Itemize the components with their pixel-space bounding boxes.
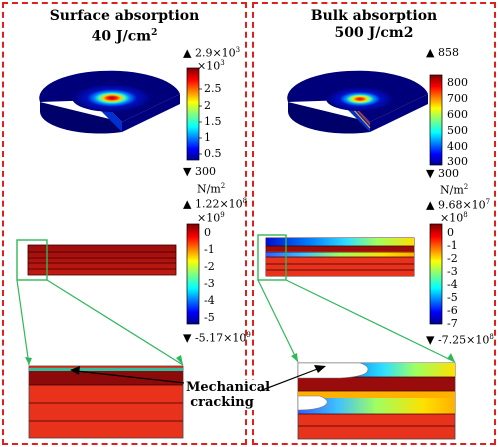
right-title: Bulk absorption 500 J/cm2	[310, 8, 438, 41]
right-stress-tick: -4	[447, 278, 458, 291]
left-temp-tick: 2	[204, 99, 211, 112]
right-stress-tick: 0	[447, 226, 454, 239]
right-zoom-indicator	[257, 234, 456, 363]
right-temperature-colorbar	[429, 74, 443, 166]
right-stress-scale: ×108	[440, 211, 468, 225]
left-stress-tick: -2	[204, 260, 215, 273]
mechanical-cracking-label: Mechanical cracking	[184, 380, 271, 410]
right-temp-tick: 700	[447, 92, 468, 105]
left-temp-scale: ×103	[197, 59, 225, 73]
right-stress-tick: -7	[447, 317, 458, 330]
left-temp-tick: 1.5	[204, 115, 222, 128]
right-stress-tick: -1	[447, 239, 458, 252]
right-stress-layers	[265, 237, 415, 277]
left-temp-tick: 1	[204, 131, 211, 144]
right-temp-tick: 600	[447, 108, 468, 121]
left-title: Surface absorption 40 J/cm2	[49, 8, 200, 45]
left-stress-tick: -5	[204, 311, 215, 324]
right-temp-tick: 500	[447, 124, 468, 137]
left-temp-tick: 0.5	[204, 147, 222, 160]
left-stress-tick: -3	[204, 277, 215, 290]
left-temperature-colorbar	[186, 67, 202, 161]
right-stress-min: ▼ -7.25×108	[426, 333, 494, 347]
right-temp-tick: 400	[447, 140, 468, 153]
right-stress-max: ▲ 9.68×107	[426, 198, 491, 212]
left-stress-unit: N/m2	[197, 182, 226, 196]
left-stress-tick: -1	[204, 243, 215, 256]
right-temperature-disk	[287, 70, 428, 134]
right-stress-tick: -6	[447, 304, 458, 317]
left-zoom-indicator	[16, 239, 184, 366]
left-panel-frame	[2, 2, 247, 445]
right-temp-max: ▲ 858	[426, 46, 459, 59]
right-stress-tick: -5	[447, 291, 458, 304]
left-stress-tick: -4	[204, 294, 215, 307]
right-stress-colorbar	[429, 223, 443, 325]
left-stress-max: ▲ 1.22×108	[183, 197, 248, 211]
left-stress-min: ▼ -5.17×109	[183, 331, 251, 345]
right-stress-tick: -3	[447, 265, 458, 278]
crack-arrows	[70, 365, 326, 398]
left-temperature-disk	[39, 70, 181, 134]
left-stress-scale: ×109	[197, 211, 225, 225]
left-stress-colorbar	[186, 223, 200, 325]
right-zoom-detail	[297, 362, 456, 440]
left-temp-min: ▼ 300	[183, 165, 216, 178]
right-temp-tick: 800	[447, 76, 468, 89]
left-zoom-detail	[28, 365, 184, 439]
right-stress-tick: -2	[447, 252, 458, 265]
left-temp-max: ▲ 2.9×103	[183, 46, 241, 60]
right-temp-min: ▼ 300	[426, 167, 459, 180]
right-stress-unit: N/m2	[440, 183, 469, 197]
left-stress-layers	[27, 244, 177, 276]
left-stress-tick: 0	[204, 226, 211, 239]
right-panel-frame	[252, 2, 496, 445]
left-temp-tick: 2.5	[204, 82, 222, 95]
right-temp-tick: 300	[447, 155, 468, 168]
